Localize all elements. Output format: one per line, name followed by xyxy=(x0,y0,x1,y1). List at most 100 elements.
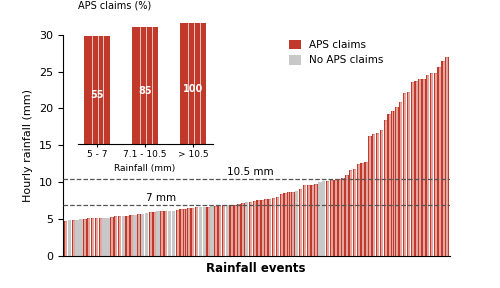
Bar xyxy=(106,218,110,256)
Bar xyxy=(260,200,264,256)
Bar xyxy=(144,213,148,256)
Bar xyxy=(87,218,90,256)
Bar xyxy=(141,214,144,256)
Text: 55: 55 xyxy=(90,90,104,100)
Bar xyxy=(198,207,202,256)
Bar xyxy=(241,203,244,256)
Bar xyxy=(137,214,140,256)
Text: 85: 85 xyxy=(138,86,152,96)
Bar xyxy=(268,199,272,256)
Bar xyxy=(380,130,383,256)
Bar xyxy=(364,162,368,256)
Bar xyxy=(442,61,445,256)
Bar xyxy=(356,164,360,256)
Bar xyxy=(156,211,160,256)
Bar xyxy=(334,180,337,256)
X-axis label: Rainfall (mm): Rainfall (mm) xyxy=(114,164,176,173)
Bar xyxy=(114,216,117,256)
Bar xyxy=(176,210,179,256)
Bar xyxy=(76,220,79,256)
Bar xyxy=(226,205,229,256)
Bar xyxy=(399,102,402,256)
Bar xyxy=(248,202,252,256)
Bar xyxy=(360,163,364,256)
Bar xyxy=(237,204,240,256)
Bar xyxy=(368,136,372,256)
Bar xyxy=(68,220,71,256)
Bar xyxy=(184,209,186,256)
Text: Rainfall events with
APS claims (%): Rainfall events with APS claims (%) xyxy=(78,0,174,11)
Bar xyxy=(132,27,158,144)
Bar xyxy=(264,199,268,256)
Bar xyxy=(218,205,222,256)
Bar xyxy=(299,189,302,256)
Bar xyxy=(210,206,214,256)
Bar xyxy=(406,92,410,256)
Y-axis label: Hourly rainfall (mm): Hourly rainfall (mm) xyxy=(23,89,33,202)
Text: 7 mm: 7 mm xyxy=(146,193,176,203)
Bar xyxy=(288,192,290,256)
Bar xyxy=(64,221,68,256)
Bar xyxy=(110,217,114,256)
Bar xyxy=(434,73,437,256)
Bar xyxy=(168,211,172,256)
Text: 100: 100 xyxy=(183,84,204,94)
Legend: APS claims, No APS claims: APS claims, No APS claims xyxy=(288,40,384,65)
Bar xyxy=(276,197,279,256)
Bar xyxy=(388,114,391,256)
Bar xyxy=(130,215,133,256)
Bar xyxy=(202,207,206,256)
Bar xyxy=(91,218,94,256)
Bar xyxy=(376,133,380,256)
Bar xyxy=(102,218,106,256)
Bar xyxy=(395,107,398,256)
Bar xyxy=(314,184,318,256)
X-axis label: Rainfall events: Rainfall events xyxy=(206,262,306,275)
Bar xyxy=(284,193,287,256)
Bar xyxy=(83,219,86,256)
Bar xyxy=(280,194,283,256)
Bar xyxy=(80,219,82,256)
Bar xyxy=(252,201,256,256)
Bar xyxy=(256,200,260,256)
Bar xyxy=(234,205,237,256)
Bar xyxy=(414,81,418,256)
Bar xyxy=(403,94,406,256)
Bar xyxy=(94,218,98,256)
Bar xyxy=(84,36,110,144)
Bar xyxy=(338,179,341,256)
Bar xyxy=(326,181,329,256)
Bar xyxy=(306,185,310,256)
Bar xyxy=(318,182,322,256)
Bar xyxy=(152,212,156,256)
Bar xyxy=(445,57,448,256)
Bar xyxy=(164,211,168,256)
Bar xyxy=(98,218,102,256)
Bar xyxy=(310,185,314,256)
Bar xyxy=(352,168,356,256)
Bar xyxy=(133,215,136,256)
Bar xyxy=(438,67,441,256)
Bar xyxy=(295,191,298,256)
Bar xyxy=(160,211,164,256)
Bar xyxy=(72,220,75,256)
Bar xyxy=(372,134,376,256)
Bar xyxy=(322,181,326,256)
Bar xyxy=(302,185,306,256)
Bar xyxy=(291,192,294,256)
Bar xyxy=(392,111,394,256)
Bar xyxy=(430,73,433,256)
Bar xyxy=(426,75,430,256)
Bar xyxy=(341,178,344,256)
Bar xyxy=(349,170,352,256)
Bar xyxy=(126,216,129,256)
Bar xyxy=(180,22,206,144)
Bar xyxy=(230,205,233,256)
Bar xyxy=(272,198,276,256)
Bar xyxy=(384,120,387,256)
Bar xyxy=(191,208,194,256)
Bar xyxy=(187,208,190,256)
Bar xyxy=(345,175,348,256)
Bar xyxy=(222,205,225,256)
Bar xyxy=(195,207,198,256)
